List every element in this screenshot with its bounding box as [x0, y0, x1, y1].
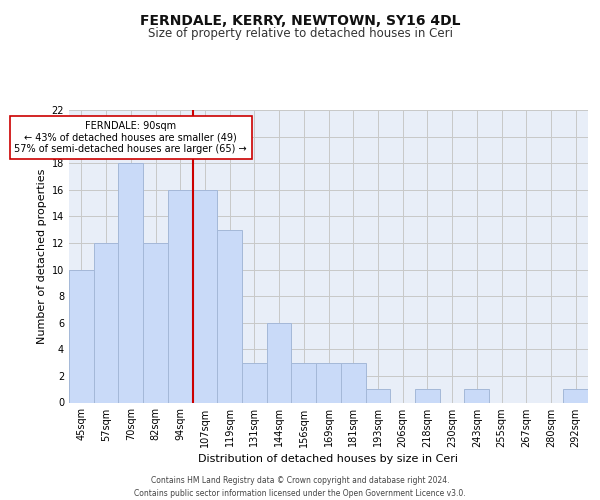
Bar [168, 190, 193, 402]
Text: Size of property relative to detached houses in Ceri: Size of property relative to detached ho… [148, 28, 452, 40]
Bar [69, 270, 94, 402]
Text: Contains HM Land Registry data © Crown copyright and database right 2024.
Contai: Contains HM Land Registry data © Crown c… [134, 476, 466, 498]
Bar [118, 163, 143, 402]
Bar [464, 389, 489, 402]
Bar [267, 322, 292, 402]
Bar [94, 243, 118, 402]
Bar [292, 362, 316, 403]
Bar [415, 389, 440, 402]
Bar [316, 362, 341, 403]
Y-axis label: Number of detached properties: Number of detached properties [37, 168, 47, 344]
Bar [365, 389, 390, 402]
Bar [193, 190, 217, 402]
Bar [563, 389, 588, 402]
Text: FERNDALE: 90sqm
← 43% of detached houses are smaller (49)
57% of semi-detached h: FERNDALE: 90sqm ← 43% of detached houses… [14, 120, 247, 154]
Bar [341, 362, 365, 403]
Text: FERNDALE, KERRY, NEWTOWN, SY16 4DL: FERNDALE, KERRY, NEWTOWN, SY16 4DL [140, 14, 460, 28]
X-axis label: Distribution of detached houses by size in Ceri: Distribution of detached houses by size … [199, 454, 458, 464]
Bar [143, 243, 168, 402]
Bar [217, 230, 242, 402]
Bar [242, 362, 267, 403]
